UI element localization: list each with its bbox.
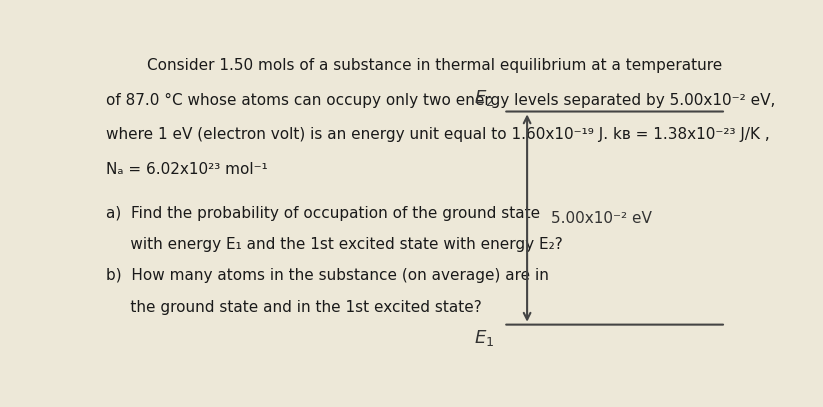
Text: $E_1$: $E_1$ — [474, 328, 495, 348]
Text: a)  Find the probability of occupation of the ground state: a) Find the probability of occupation of… — [106, 206, 541, 221]
Text: $E_2$: $E_2$ — [474, 88, 495, 108]
Text: b)  How many atoms in the substance (on average) are in: b) How many atoms in the substance (on a… — [106, 268, 549, 283]
Text: where 1 eV (electron volt) is an energy unit equal to 1.60x10⁻¹⁹ J. kʙ = 1.38x10: where 1 eV (electron volt) is an energy … — [106, 127, 770, 142]
Text: Nₐ = 6.02x10²³ mol⁻¹: Nₐ = 6.02x10²³ mol⁻¹ — [106, 162, 268, 177]
Text: the ground state and in the 1st excited state?: the ground state and in the 1st excited … — [106, 300, 482, 315]
Text: 5.00x10⁻² eV: 5.00x10⁻² eV — [551, 210, 652, 225]
Text: of 87.0 °C whose atoms can occupy only two energy levels separated by 5.00x10⁻² : of 87.0 °C whose atoms can occupy only t… — [106, 93, 775, 108]
Text: Consider 1.50 mols of a substance in thermal equilibrium at a temperature: Consider 1.50 mols of a substance in the… — [147, 58, 723, 73]
Text: with energy E₁ and the 1st excited state with energy E₂?: with energy E₁ and the 1st excited state… — [106, 237, 563, 252]
